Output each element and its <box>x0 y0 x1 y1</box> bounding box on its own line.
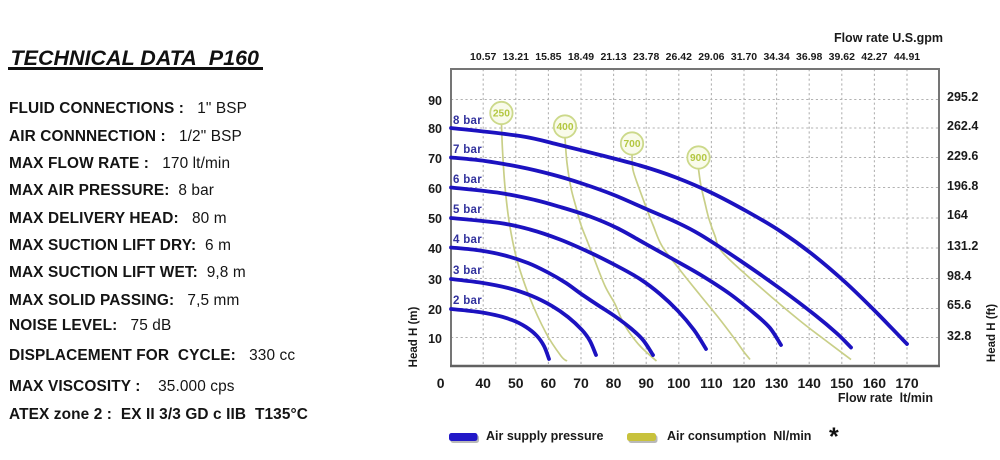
svg-text:400: 400 <box>557 122 574 133</box>
svg-text:250: 250 <box>493 109 510 120</box>
svg-text:700: 700 <box>624 139 641 150</box>
svg-text:900: 900 <box>690 153 707 164</box>
